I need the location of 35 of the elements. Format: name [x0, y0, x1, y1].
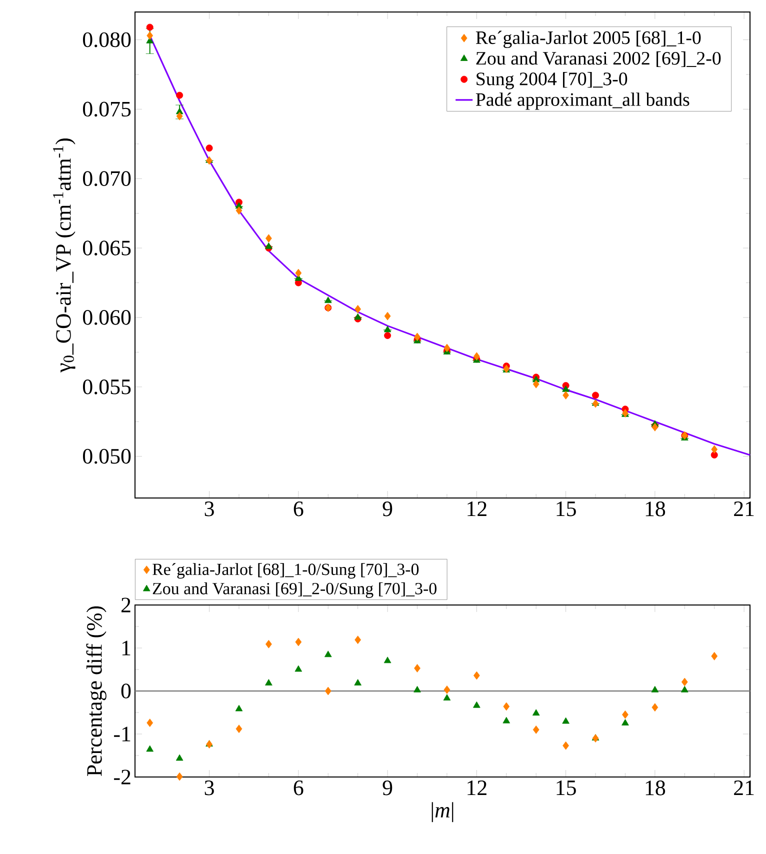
y-axis-title: Percentage diff (%)	[86, 606, 106, 776]
x-axis-title: |m|	[432, 802, 454, 822]
x-tick-label: 21	[734, 780, 754, 796]
x-tick-label: 18	[646, 502, 666, 516]
x-tick-label: 12	[468, 502, 486, 516]
x-tick-label: 6	[294, 502, 304, 516]
x-tick-label: 9	[382, 502, 392, 516]
y-tick-label: 0.070	[82, 171, 131, 186]
y-tick-label: 0	[121, 684, 131, 698]
y-tick-label: 0.050	[82, 448, 131, 464]
y-tick-label: 0.080	[82, 32, 131, 48]
legend-label: Zou and Varanasi [69]_2-0/Sung [70]_3-0	[152, 582, 436, 598]
y-tick-label: 0.055	[82, 379, 131, 394]
x-tick-label: 15	[556, 780, 576, 796]
x-tick-label: 18	[646, 780, 666, 796]
x-tick-label: 12	[468, 780, 486, 796]
x-tick-label: 6	[294, 780, 304, 796]
legend-label: Re´galia-Jarlot 2005 [68]_1-0	[476, 30, 701, 48]
y-tick-label: 0.060	[82, 310, 131, 325]
y-tick-label: 0.075	[82, 102, 131, 117]
x-tick-label: 3	[204, 502, 214, 516]
x-tick-label: 3	[204, 780, 214, 796]
y-axis-title: γ$_{0}$_CO-air_VP (cm$^{-1}$atm$^{-1}$)	[53, 138, 76, 372]
legend-label: Sung 2004 [70]_3-0	[476, 72, 628, 90]
y-tick-label: -1	[114, 726, 130, 742]
y-tick-label: 0.065	[82, 240, 131, 256]
x-tick-label: 15	[556, 502, 576, 516]
y-tick-label: 2	[121, 598, 130, 612]
legend-label: Zou and Varanasi 2002 [69]_2-0	[476, 51, 721, 68]
legend-label: Re´galia-Jarlot [68]_1-0/Sung [70]_3-0	[152, 563, 419, 579]
y-tick-label: -2	[114, 770, 130, 784]
x-tick-label: 21	[734, 502, 754, 516]
y-tick-label: 1	[122, 640, 130, 656]
legend-label: Padé approximant_all bands	[476, 92, 690, 110]
x-tick-label: 9	[382, 780, 392, 796]
